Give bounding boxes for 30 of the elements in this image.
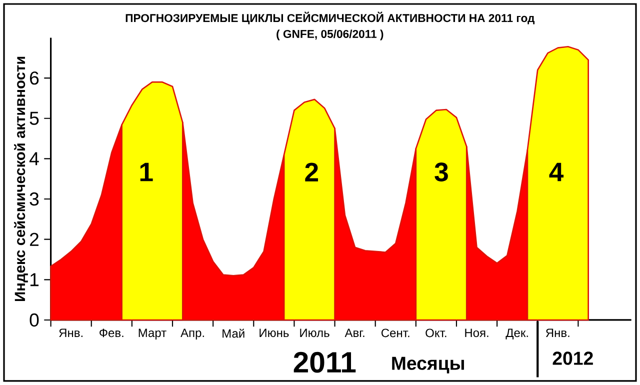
- x-tick-label: Сент.: [382, 328, 410, 338]
- x-axis-title: Месяцы: [392, 356, 464, 374]
- y-tick-label: 5: [30, 112, 39, 125]
- x-tick-label: Фев.: [100, 328, 124, 338]
- annotation: 2: [305, 162, 318, 182]
- y-tick-label: 3: [30, 192, 39, 206]
- y-tick-label: 1: [30, 273, 39, 286]
- text: 2012: [552, 352, 593, 365]
- y-tick-label: 6: [30, 71, 39, 85]
- y-tick-label: 0: [30, 313, 39, 327]
- chart-subtitle: ( GNFE, 05/06/2011 ): [276, 30, 384, 40]
- x-tick-label: Апр.: [180, 328, 204, 340]
- x-tick-label: Авг.: [344, 328, 364, 337]
- annotation: 4: [549, 162, 564, 182]
- chart-title: ПРОГНОЗИРУЕМЫЕ ЦИКЛЫ СЕЙСМИЧЕСКОЙ АКТИВНОСТИ НА 2011 год: [126, 12, 535, 24]
- text: 2011: [294, 352, 356, 373]
- x-tick-label: Янв.: [59, 328, 82, 337]
- x-tick-label: Март: [138, 328, 166, 340]
- x-tick-label: Дек.: [506, 328, 528, 340]
- x-tick-label: Янв.: [546, 328, 570, 337]
- y-tick-label: 2: [30, 232, 38, 246]
- x-tick-label: Ноя.: [465, 328, 488, 338]
- y-tick-label: 4: [29, 152, 39, 166]
- annotation: 3: [434, 162, 448, 182]
- x-tick-label: Окт.: [426, 328, 446, 338]
- y-axis-title: Индекс сейсмической активности: [14, 56, 28, 301]
- x-tick-label: Май: [222, 328, 244, 338]
- x-tick-label: Июнь: [260, 328, 289, 338]
- x-tick-label: Июль: [300, 328, 330, 338]
- annotation: 1: [140, 162, 153, 182]
